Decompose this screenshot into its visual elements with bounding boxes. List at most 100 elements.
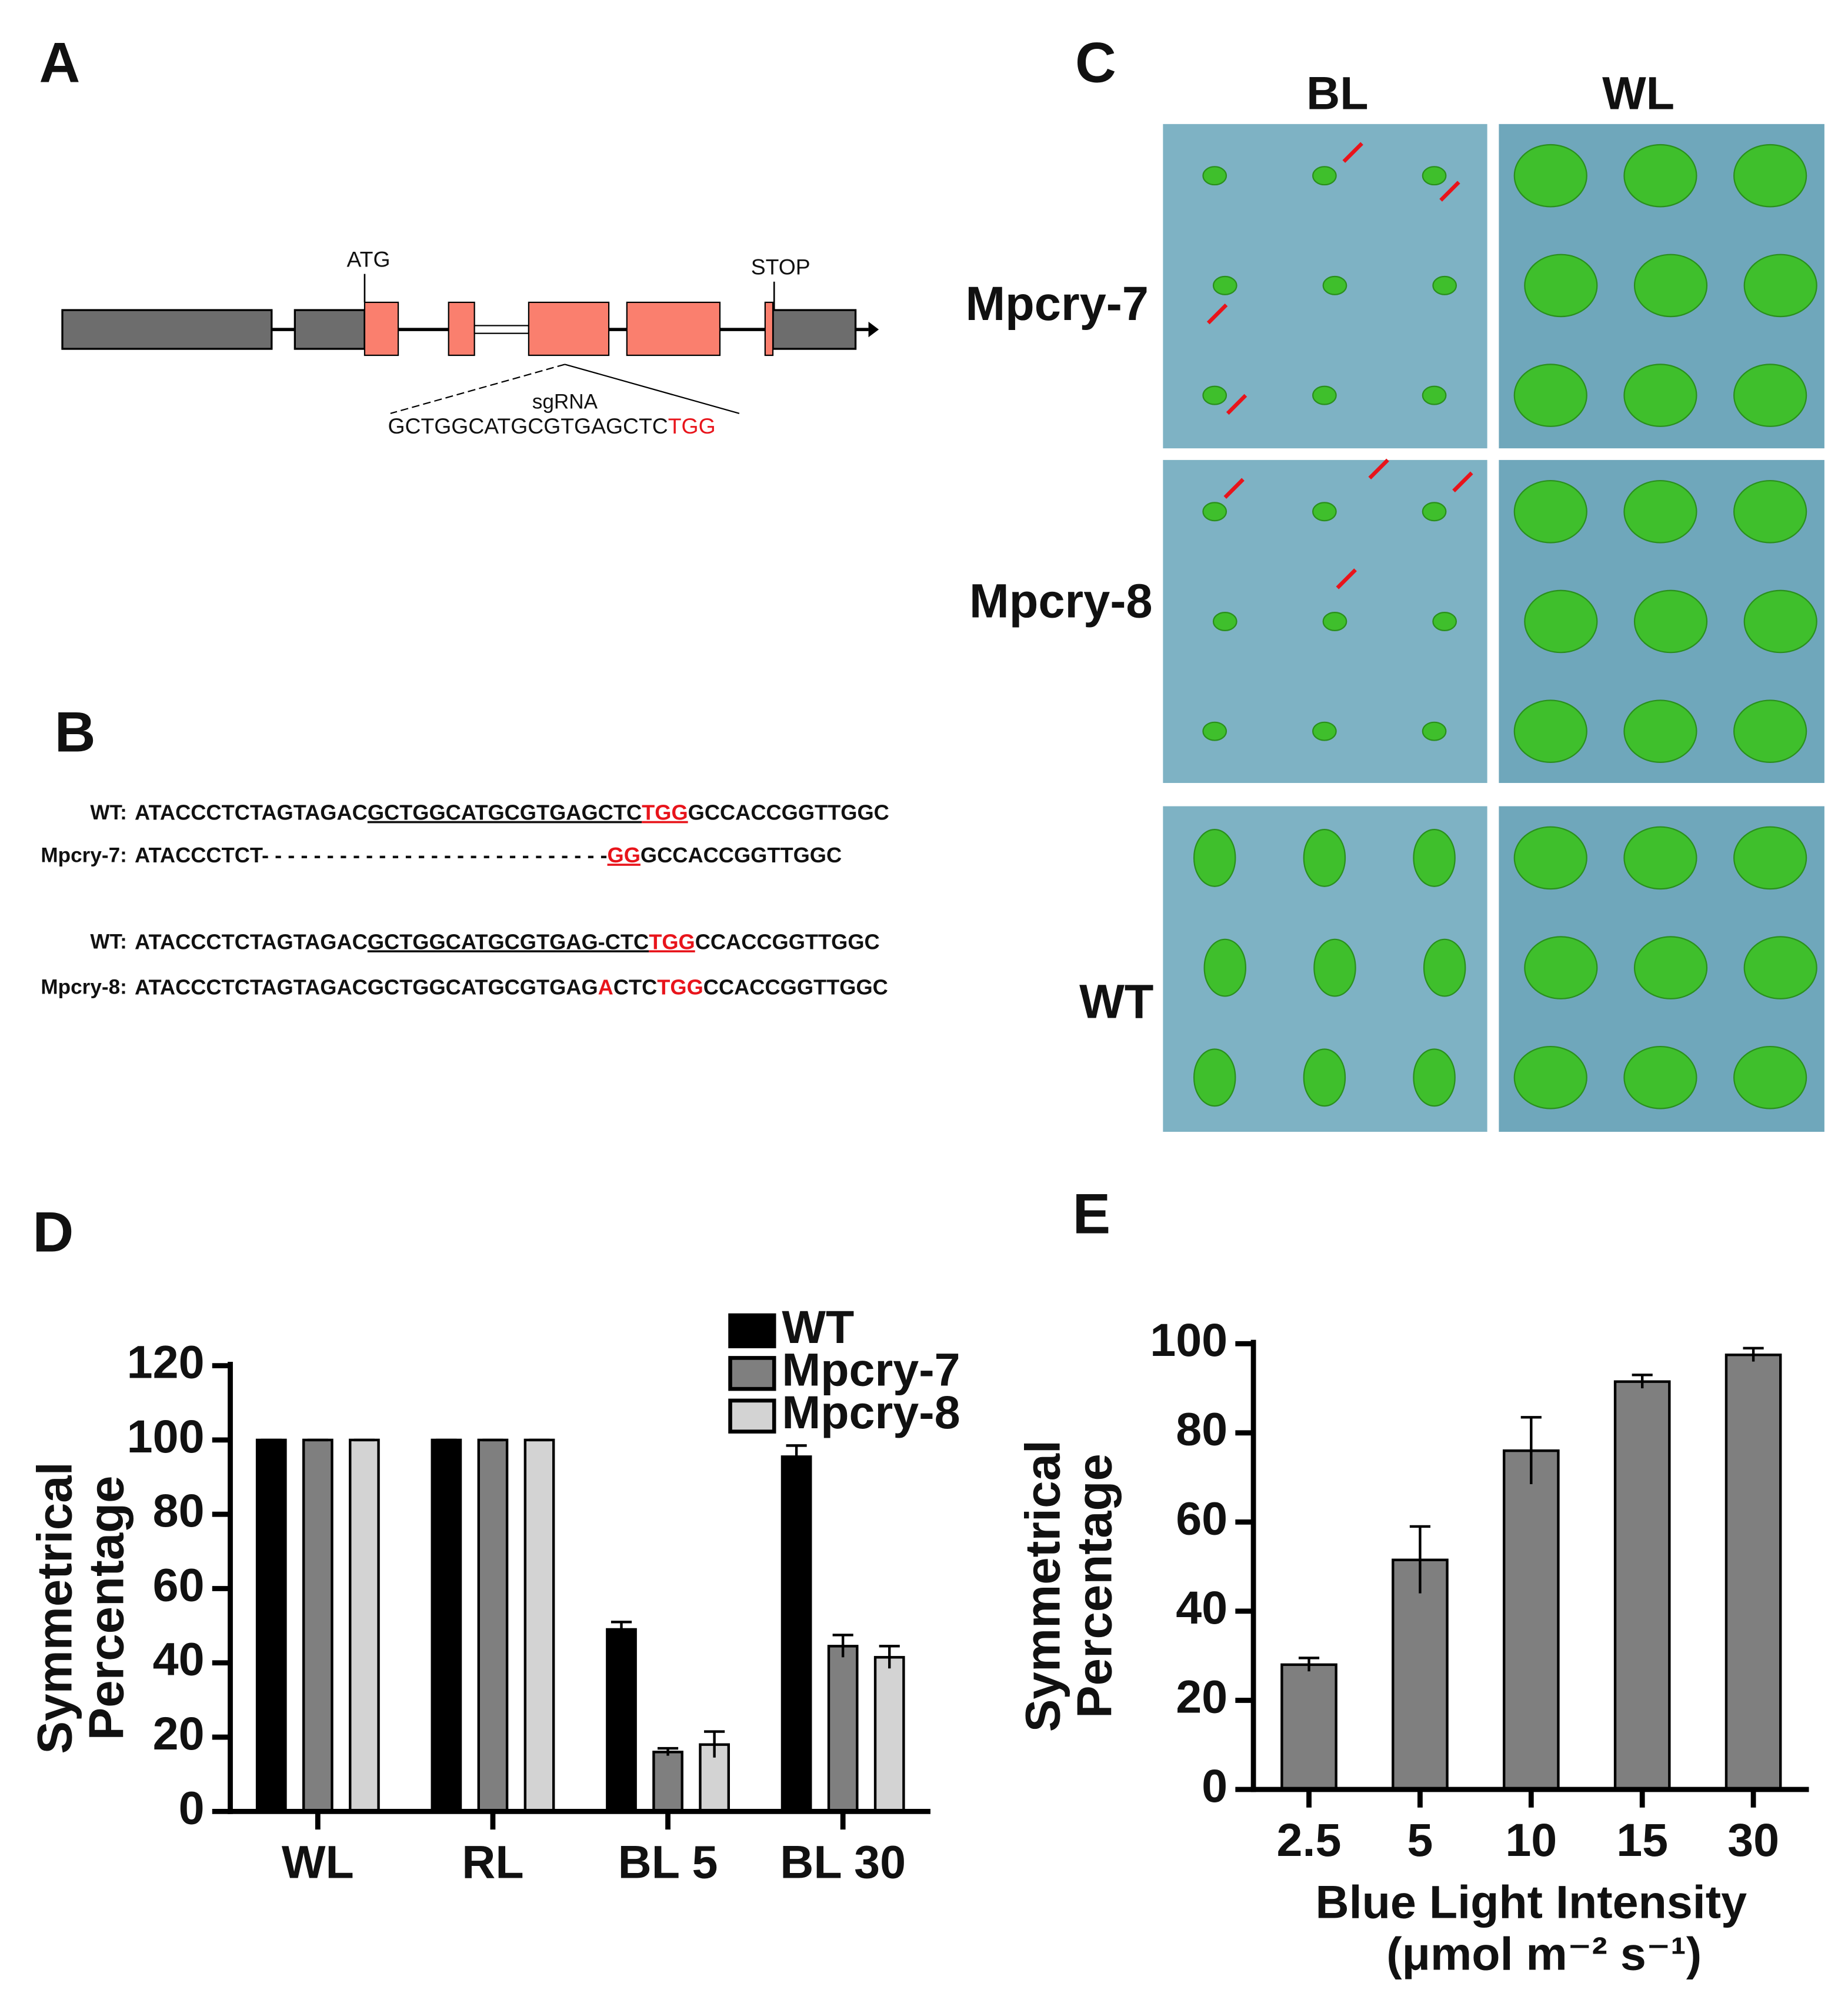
plantlet — [1212, 275, 1237, 295]
sequence-segment: GCCACCGGTTGGC — [688, 800, 889, 824]
alignment-label: WT: — [90, 801, 126, 824]
y-tick-label: 0 — [179, 1781, 205, 1834]
plantlet — [1524, 254, 1598, 318]
bar — [606, 1628, 637, 1813]
bar — [349, 1438, 380, 1813]
sequence-segment: GG — [608, 843, 641, 867]
bar — [1613, 1380, 1671, 1791]
x-tick-label: BL 5 — [618, 1836, 718, 1888]
arrow — [1452, 471, 1473, 492]
plantlet — [1633, 589, 1708, 654]
y-tick-label: 20 — [1176, 1670, 1227, 1722]
plantlet — [1633, 254, 1708, 318]
plantlet — [1422, 721, 1447, 741]
sequence-segment: CCACCGGTTGGC — [695, 929, 880, 954]
sequence-segment: TGG — [657, 975, 703, 999]
plantlet — [1733, 364, 1807, 427]
arrow — [1226, 394, 1247, 415]
sequence-segment: GCTGGCATGCGTGAG-CTC — [368, 929, 649, 954]
plantlet — [1623, 364, 1697, 427]
plantlet — [1524, 936, 1598, 999]
panel-label: D — [32, 1201, 74, 1264]
sequence-segment: GCCACCGGTTGGC — [641, 843, 842, 867]
plantlet — [1212, 611, 1237, 631]
row-label: Mpcry-7 — [965, 277, 1149, 331]
plantlet — [1313, 938, 1356, 997]
y-tick-label: 40 — [1176, 1581, 1227, 1634]
arrow — [1223, 478, 1245, 499]
plantlet — [1193, 828, 1236, 887]
bar — [431, 1438, 462, 1813]
arrow — [1342, 142, 1363, 163]
sequence-segment: ATACCCTCTAGTAGAC — [135, 800, 368, 824]
y-axis-title: Percentage — [1067, 1454, 1122, 1718]
legend-label: WT — [782, 1301, 854, 1353]
bar — [780, 1455, 812, 1813]
arrow — [1439, 181, 1460, 202]
plantlet — [1202, 502, 1227, 522]
plantlet — [1312, 502, 1337, 522]
alignment-label: Mpcry-8: — [41, 976, 126, 999]
plantlet — [1203, 938, 1247, 997]
plantlet — [1312, 385, 1337, 405]
x-axis-title: (μmol m⁻² s⁻¹) — [1386, 1927, 1702, 1979]
row-label: Mpcry-8 — [969, 574, 1153, 628]
bar — [652, 1751, 683, 1813]
legend-swatch — [728, 1398, 776, 1434]
plantlet — [1322, 611, 1347, 631]
plantlet — [1513, 699, 1587, 763]
plantlet — [1743, 254, 1817, 318]
bar — [523, 1438, 555, 1813]
bar — [1502, 1449, 1560, 1791]
y-tick-label: 60 — [1176, 1492, 1227, 1544]
plantlet — [1193, 1048, 1236, 1107]
guide-label: sgRNA — [532, 391, 598, 414]
bar — [1724, 1354, 1782, 1791]
plantlet — [1303, 828, 1346, 887]
plantlet — [1432, 275, 1457, 295]
panel-label: C — [1075, 32, 1116, 95]
y-tick-label: 120 — [127, 1335, 205, 1388]
plantlet — [1202, 385, 1227, 405]
x-tick-label: WL — [282, 1836, 354, 1888]
plantlet — [1733, 826, 1807, 890]
alignment-sequence: ATACCCTCTAGTAGACGCTGGCATGCGTGAGACTCTGGCC… — [135, 975, 888, 999]
sequence-segment: GCTGGCATGCGTGAGCTC — [368, 800, 642, 824]
y-tick-label: 0 — [1202, 1759, 1227, 1812]
bar — [1280, 1663, 1337, 1791]
plantlet — [1623, 826, 1697, 890]
plantlet — [1422, 502, 1447, 522]
plantlet — [1623, 1045, 1697, 1109]
plantlet — [1733, 144, 1807, 208]
legend-label: Mpcry-8 — [782, 1386, 960, 1438]
plantlet — [1513, 826, 1587, 890]
legend-swatch — [728, 1313, 776, 1348]
plantlet — [1633, 936, 1708, 999]
panel-label: B — [55, 701, 96, 764]
plantlet — [1202, 166, 1227, 186]
x-tick-label: RL — [462, 1836, 523, 1888]
alignment-label: Mpcry-7: — [41, 844, 126, 866]
plantlet — [1322, 275, 1347, 295]
plantlet — [1312, 721, 1337, 741]
arrow — [1368, 458, 1389, 479]
guide-seq: GCTGGCATGCGTGAGCTC — [388, 414, 668, 438]
plantlet — [1422, 166, 1447, 186]
legend-label: Mpcry-7 — [782, 1344, 960, 1396]
y-axis-title: Percentage — [78, 1475, 134, 1740]
plantlet — [1524, 589, 1598, 654]
start-codon-label: ATG — [347, 247, 391, 272]
plantlet — [1423, 938, 1466, 997]
plantlet — [1733, 1045, 1807, 1109]
y-tick-label: 20 — [153, 1707, 205, 1759]
alignment-sequence: ATACCCTCTAGTAGACGCTGGCATGCGTGAGCTCTGGGCC… — [135, 800, 889, 824]
y-tick-label: 60 — [153, 1558, 205, 1611]
alignment-sequence: ATACCCTCT- - - - - - - - - - - - - - - -… — [135, 843, 842, 867]
sequence-segment: A — [598, 975, 613, 999]
y-tick-label: 100 — [1150, 1314, 1227, 1366]
row-label: WT — [1079, 975, 1153, 1028]
bar — [302, 1438, 333, 1813]
y-tick-label: 80 — [1176, 1403, 1227, 1455]
sequence-segment: CTC — [613, 975, 657, 999]
